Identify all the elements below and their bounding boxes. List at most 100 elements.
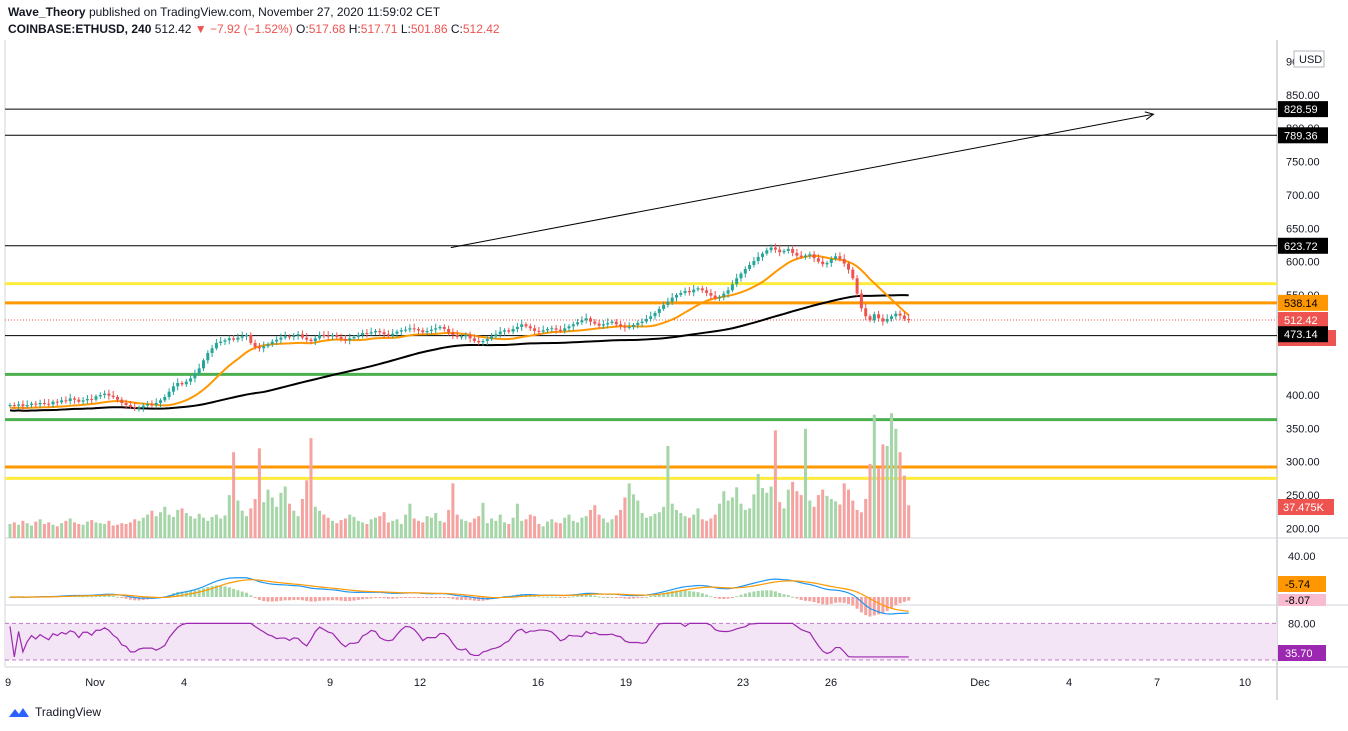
macd-histogram-bar xyxy=(713,597,717,598)
candle-body xyxy=(348,338,352,341)
volume-bar xyxy=(47,522,51,538)
symbol-label[interactable]: COINBASE:ETHUSD, 240 xyxy=(8,22,152,36)
candle-body xyxy=(666,301,670,305)
macd-histogram-bar xyxy=(352,597,356,601)
candle-body xyxy=(812,254,816,259)
volume-bar xyxy=(494,520,498,538)
volume-bar xyxy=(68,518,72,538)
macd-histogram-bar xyxy=(223,586,227,597)
volume-bar xyxy=(240,510,244,538)
macd-histogram-bar xyxy=(847,597,850,604)
volume-bar xyxy=(597,514,601,538)
macd-histogram-bar xyxy=(116,596,119,598)
volume-bar xyxy=(352,516,356,538)
macd-histogram-bar xyxy=(313,597,317,602)
volume-bar xyxy=(12,522,16,538)
macd-histogram-bar xyxy=(111,595,115,597)
candle-body xyxy=(133,407,137,409)
volume-bar xyxy=(438,520,442,538)
tradingview-logo[interactable]: TradingView xyxy=(8,705,101,719)
candle-body xyxy=(752,260,756,265)
macd-histogram-bar xyxy=(769,590,773,597)
volume-bar xyxy=(193,518,197,538)
volume-bar xyxy=(718,503,721,538)
macd-histogram-bar xyxy=(653,595,657,597)
candle-body xyxy=(399,330,403,332)
candle-body xyxy=(894,313,898,317)
volume-bar xyxy=(726,500,730,538)
candle-body xyxy=(503,330,506,332)
volume-tag-label: 37.475K xyxy=(1283,502,1325,514)
volume-bar xyxy=(761,488,764,538)
volume-bar xyxy=(550,519,554,538)
volume-bar xyxy=(322,514,326,538)
volume-bar xyxy=(722,491,726,538)
volume-bar xyxy=(821,489,825,538)
volume-bar xyxy=(610,519,614,538)
author-name[interactable]: Wave_Theory xyxy=(8,5,86,19)
level-tag-box xyxy=(1278,294,1328,311)
candle-body xyxy=(877,314,881,319)
macd-histogram-bar xyxy=(309,597,313,602)
volume-bar xyxy=(546,521,549,538)
candle-body xyxy=(167,391,171,398)
candle-body xyxy=(382,332,386,335)
candle-body xyxy=(214,342,218,349)
trend-arrow-head xyxy=(1144,111,1155,120)
candle-body xyxy=(391,333,395,336)
volume-bar xyxy=(890,413,893,538)
macd-histogram-bar xyxy=(606,597,610,598)
candle-body xyxy=(778,249,782,253)
candle-body xyxy=(653,312,657,317)
candle-body xyxy=(872,314,876,321)
time-tick-label: 19 xyxy=(620,677,632,689)
macd-histogram-bar xyxy=(795,597,799,599)
candle-body xyxy=(180,382,184,385)
volume-bar xyxy=(520,520,524,538)
price-tick-label: 600.00 xyxy=(1286,257,1320,269)
close-label: C: xyxy=(450,22,463,36)
macd-histogram-bar xyxy=(778,592,782,597)
volume-bar xyxy=(447,509,451,538)
candle-body xyxy=(408,328,412,330)
time-tick-label: 4 xyxy=(1066,677,1072,689)
volume-bar xyxy=(176,509,180,538)
candle-body xyxy=(799,255,803,257)
volume-bar xyxy=(808,500,812,538)
macd-histogram-bar xyxy=(300,597,304,601)
macd-histogram-bar xyxy=(679,590,683,597)
candle-body xyxy=(859,293,863,309)
volume-bar xyxy=(795,491,799,538)
volume-bar xyxy=(227,495,231,538)
candle-body xyxy=(481,340,485,343)
candle-body xyxy=(735,278,739,285)
candle-body xyxy=(881,318,885,322)
macd-histogram-bar xyxy=(270,597,274,602)
candle-body xyxy=(245,334,248,337)
macd-histogram-bar xyxy=(533,595,537,597)
volume-bar xyxy=(842,483,846,538)
time-tick-label: 12 xyxy=(414,677,426,689)
macd-histogram-bar xyxy=(395,597,399,599)
macd-histogram-bar xyxy=(816,597,820,604)
candle-body xyxy=(511,328,515,332)
volume-bar xyxy=(563,517,567,538)
macd-histogram-bar xyxy=(120,597,124,598)
volume-bar xyxy=(305,480,309,538)
macd-histogram-bar xyxy=(94,595,98,597)
candle-body xyxy=(236,337,240,340)
candle-body xyxy=(584,318,588,321)
candle-body xyxy=(718,296,721,299)
brand-name: TradingView xyxy=(35,705,102,719)
macd-histogram-bar xyxy=(447,597,451,599)
volume-bar xyxy=(171,516,175,538)
volume-bar xyxy=(51,524,55,538)
level-tag-label: 538.14 xyxy=(1284,298,1318,310)
macd-histogram-bar xyxy=(842,597,846,603)
candle-body xyxy=(55,401,59,403)
high-value: 517.71 xyxy=(360,22,398,36)
candle-body xyxy=(64,400,68,402)
candle-body xyxy=(120,399,124,404)
volume-bar xyxy=(266,489,270,538)
